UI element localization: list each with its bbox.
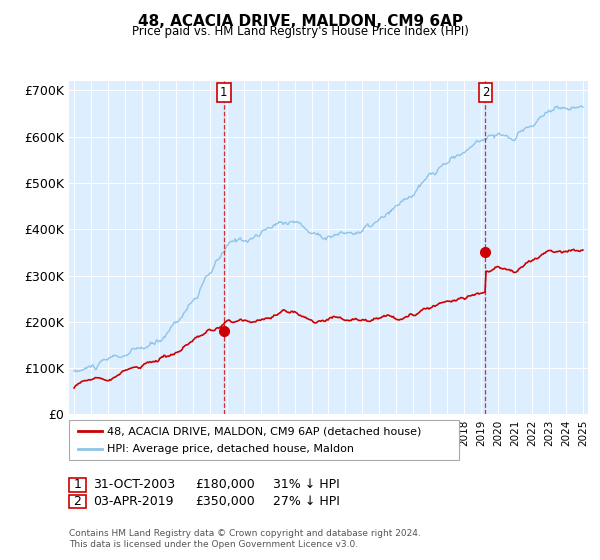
Text: 31% ↓ HPI: 31% ↓ HPI — [273, 478, 340, 491]
Text: 48, ACACIA DRIVE, MALDON, CM9 6AP (detached house): 48, ACACIA DRIVE, MALDON, CM9 6AP (detac… — [107, 426, 421, 436]
Text: £350,000: £350,000 — [195, 494, 255, 508]
Text: 48, ACACIA DRIVE, MALDON, CM9 6AP: 48, ACACIA DRIVE, MALDON, CM9 6AP — [137, 14, 463, 29]
Text: £180,000: £180,000 — [195, 478, 255, 491]
Text: 31-OCT-2003: 31-OCT-2003 — [93, 478, 175, 491]
Text: 1: 1 — [220, 86, 227, 99]
Text: 03-APR-2019: 03-APR-2019 — [93, 494, 173, 508]
Text: 2: 2 — [482, 86, 489, 99]
Text: Contains HM Land Registry data © Crown copyright and database right 2024.
This d: Contains HM Land Registry data © Crown c… — [69, 529, 421, 549]
Text: 2: 2 — [73, 494, 82, 508]
Text: HPI: Average price, detached house, Maldon: HPI: Average price, detached house, Mald… — [107, 444, 354, 454]
Text: 1: 1 — [73, 478, 82, 491]
Text: 27% ↓ HPI: 27% ↓ HPI — [273, 494, 340, 508]
Text: Price paid vs. HM Land Registry's House Price Index (HPI): Price paid vs. HM Land Registry's House … — [131, 25, 469, 38]
